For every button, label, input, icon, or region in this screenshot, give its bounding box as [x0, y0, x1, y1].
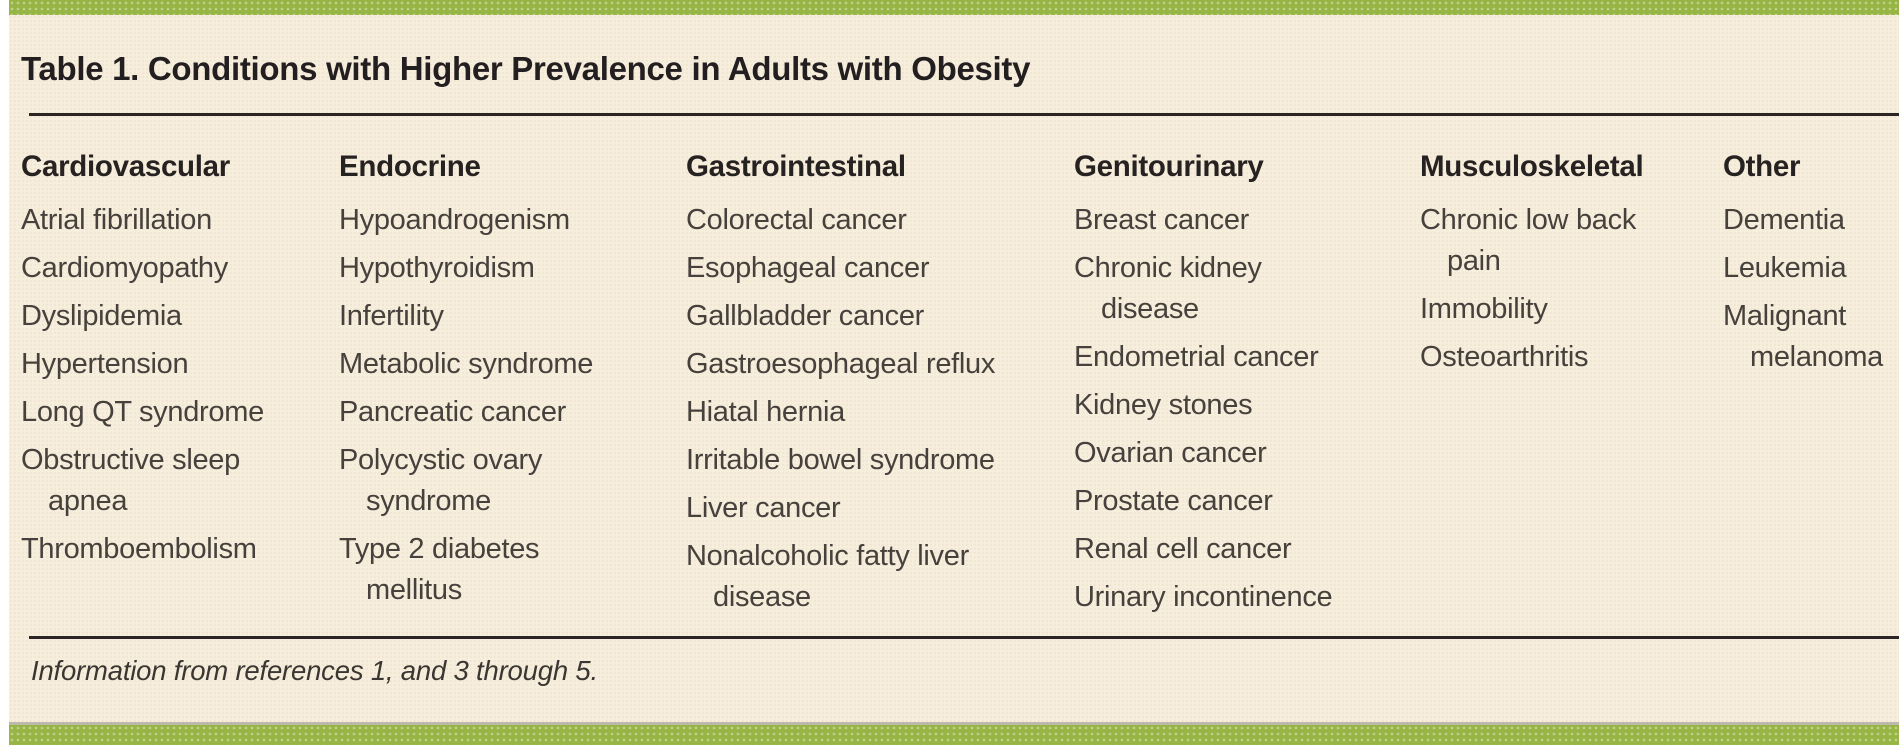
condition-item: Ovarian cancer: [1074, 437, 1267, 469]
condition-item: Malignant melanoma: [1723, 300, 1883, 373]
condition-item: Esophageal cancer: [686, 252, 930, 284]
condition-item: Hiatal hernia: [686, 396, 845, 428]
condition-item: Hypertension: [21, 348, 189, 380]
condition-item: Nonalcoholic fatty liver disease: [686, 540, 969, 613]
table-column-genitourinary: Genitourinary Breast cancer Chronic kidney…: [1074, 147, 1420, 625]
condition-item: Metabolic syndrome: [339, 348, 594, 380]
condition-item: Urinary incontinence: [1074, 581, 1333, 613]
bottom-accent-bar: [9, 722, 1899, 745]
condition-item: Osteoarthritis: [1420, 341, 1589, 373]
condition-item: Chronic kidney disease: [1074, 252, 1262, 325]
column-header: Genitourinary: [1074, 150, 1264, 183]
condition-item: Kidney stones: [1074, 389, 1253, 421]
condition-item: Thromboembolism: [21, 533, 257, 565]
column-header: Cardiovascular: [21, 150, 230, 183]
condition-item: Infertility: [339, 300, 444, 332]
condition-item: Endometrial cancer: [1074, 341, 1319, 373]
condition-item: Gastroesophageal reflux: [686, 348, 996, 380]
table-column-gastrointestinal: Gastrointestinal Colorectal cancer Esophag…: [686, 147, 1074, 625]
condition-item: Liver cancer: [686, 492, 841, 524]
condition-item: Obstructive sleep apnea: [21, 444, 240, 517]
table-column-musculoskeletal: Musculoskeletal Chronic low back pain Immo…: [1420, 147, 1723, 385]
condition-item: Hypothyroidism: [339, 252, 535, 284]
condition-item: Chronic low back pain: [1420, 204, 1637, 277]
condition-item: Pancreatic cancer: [339, 396, 567, 428]
condition-item: Type 2 diabetes mellitus: [339, 533, 540, 606]
table-column-other: Other Dementia Leukemia Malignant melanoma: [1723, 147, 1899, 385]
column-header: Other: [1723, 150, 1801, 183]
condition-item: Dementia: [1723, 204, 1845, 236]
condition-item: Gallbladder cancer: [686, 300, 925, 332]
table-title: Table 1. Conditions with Higher Prevalen…: [21, 50, 1031, 87]
condition-item: Long QT syndrome: [21, 396, 264, 428]
column-header: Endocrine: [339, 150, 481, 183]
condition-item: Atrial fibrillation: [21, 204, 212, 236]
footnote-divider: [29, 636, 1899, 639]
table-column-endocrine: Endocrine Hypoandrogenism Hypothyroidism In…: [339, 147, 686, 618]
condition-item: Irritable bowel syndrome: [686, 444, 995, 476]
condition-item: Cardiomyopathy: [21, 252, 228, 284]
condition-item: Polycystic ovary syndrome: [339, 444, 543, 517]
column-header: Musculoskeletal: [1420, 150, 1644, 183]
footnote: Information from references 1, and 3 thr…: [31, 655, 598, 686]
table-panel: Table 1. Conditions with Higher Prevalen…: [9, 15, 1899, 722]
table-column-cardiovascular: Cardiovascular Atrial fibrillation Cardiom…: [21, 147, 339, 577]
table-columns: Cardiovascular Atrial fibrillation Cardiom…: [21, 147, 1899, 618]
column-header: Gastrointestinal: [686, 150, 906, 183]
condition-item: Hypoandrogenism: [339, 204, 570, 236]
condition-item: Renal cell cancer: [1074, 533, 1292, 565]
top-accent-bar: [9, 0, 1899, 15]
title-divider: [29, 113, 1899, 116]
condition-item: Leukemia: [1723, 252, 1847, 284]
condition-item: Breast cancer: [1074, 204, 1250, 236]
condition-item: Immobility: [1420, 293, 1548, 325]
condition-item: Colorectal cancer: [686, 204, 907, 236]
condition-item: Prostate cancer: [1074, 485, 1273, 517]
condition-item: Dyslipidemia: [21, 300, 182, 332]
